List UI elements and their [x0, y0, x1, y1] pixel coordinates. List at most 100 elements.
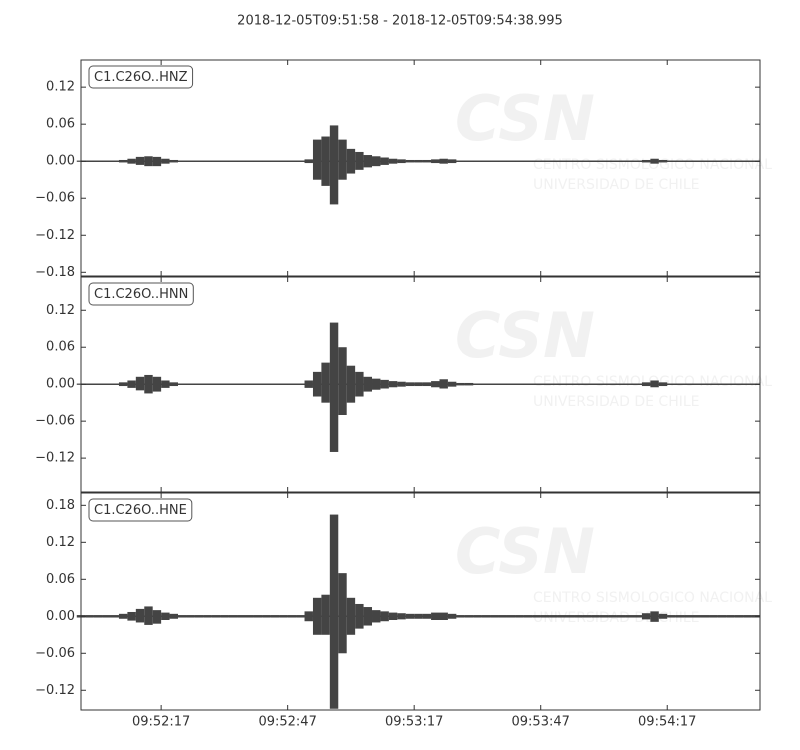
- waveform-sample: [650, 380, 659, 388]
- waveform-sample: [203, 160, 212, 162]
- waveform-sample: [540, 615, 550, 618]
- waveform-sample: [422, 382, 432, 387]
- waveform-sample: [566, 383, 575, 385]
- waveform-sample: [220, 160, 229, 162]
- waveform-sample: [169, 382, 179, 387]
- waveform-sample: [700, 383, 710, 385]
- waveform-sample: [127, 380, 136, 388]
- waveform-sample: [270, 160, 280, 162]
- waveform-sample: [456, 382, 465, 386]
- waveform-sample: [431, 612, 440, 620]
- waveform-sample: [127, 158, 136, 164]
- axes-frame: [80, 59, 761, 277]
- waveform-sample: [439, 379, 448, 389]
- waveform-sample: [743, 615, 752, 618]
- waveform-sample: [456, 615, 465, 618]
- waveform-sample: [304, 159, 313, 164]
- axes-frame: [80, 492, 761, 711]
- waveform-sample: [363, 376, 373, 392]
- waveform-sample: [506, 615, 516, 618]
- waveform-sample: [186, 615, 195, 618]
- waveform-sample: [228, 615, 238, 618]
- waveform-sample: [253, 160, 263, 162]
- x-tick-label: 09:52:17: [132, 715, 190, 730]
- y-tick-label: 0.00: [46, 377, 75, 392]
- waveform-sample: [692, 160, 701, 162]
- waveform-sample: [388, 158, 398, 164]
- waveform-sample: [692, 615, 701, 618]
- waveform-sample: [363, 155, 373, 168]
- panel: CSN CENTRO SISMOLOGICO NACIONAL UNIVERSIDA…: [35, 492, 772, 730]
- waveform-sample: [355, 371, 364, 397]
- waveform-sample: [734, 383, 744, 385]
- waveform-sample: [650, 611, 659, 622]
- waveform-sample: [161, 380, 170, 388]
- waveform-sample: [178, 160, 187, 162]
- waveform-sample: [599, 383, 609, 385]
- waveform-sample: [211, 160, 221, 162]
- waveform-sample: [743, 160, 752, 162]
- waveform-sample: [608, 615, 617, 618]
- waveform-sample: [178, 383, 187, 385]
- y-tick-label: −0.06: [35, 191, 75, 206]
- channel-label-box: [88, 498, 193, 522]
- waveform-sample: [726, 160, 735, 162]
- waveform-sample: [574, 615, 583, 618]
- waveform-sample: [684, 383, 693, 385]
- y-tick-label: 0.06: [46, 572, 75, 587]
- waveform-sample: [110, 383, 119, 385]
- waveform-sample: [709, 615, 718, 618]
- waveform-sample: [262, 383, 271, 385]
- waveform-sample: [523, 383, 533, 385]
- y-tick-label: 0.00: [46, 154, 75, 169]
- waveform-sample: [211, 615, 221, 618]
- waveform-sample: [279, 383, 288, 385]
- waveform-sample: [220, 383, 229, 385]
- waveform-sample: [355, 151, 364, 170]
- waveform-sample: [312, 597, 322, 635]
- waveform-sample: [490, 383, 499, 385]
- waveform-sample: [549, 383, 558, 385]
- waveform-sample: [658, 382, 668, 387]
- y-tick-label: 0.18: [46, 498, 75, 513]
- waveform-sample: [338, 347, 347, 415]
- waveform-sample: [118, 613, 128, 619]
- waveform-sample: [574, 160, 583, 162]
- waveform-sample: [684, 615, 693, 618]
- watermark-text: UNIVERSIDAD DE CHILE: [533, 394, 700, 410]
- waveform-sample: [625, 383, 634, 385]
- waveform-sample: [135, 608, 145, 623]
- watermark-logo: CSN: [455, 299, 595, 372]
- y-tick-label: −0.06: [35, 414, 75, 429]
- waveform-sample: [194, 160, 204, 162]
- waveform-sample: [616, 615, 626, 618]
- waveform-sample: [709, 383, 718, 385]
- channel-label-box: [88, 282, 194, 306]
- waveform-sample: [321, 136, 330, 186]
- waveform-sample: [549, 615, 558, 618]
- waveform-sample: [245, 160, 254, 162]
- waveform-sample: [110, 160, 119, 162]
- y-tick-label: −0.12: [35, 683, 75, 698]
- waveform-sample: [625, 615, 634, 618]
- waveform-sample: [118, 159, 128, 163]
- waveform-sample: [431, 159, 440, 164]
- channel-label: C1.C26O..HNE: [94, 503, 187, 518]
- waveform-sample: [304, 611, 313, 622]
- waveform-sample: [329, 322, 339, 452]
- waveform-sample: [270, 383, 280, 385]
- waveform-sample: [85, 160, 94, 162]
- waveform-sample: [498, 615, 507, 618]
- waveform-sample: [422, 613, 432, 619]
- waveform-sample: [380, 379, 389, 389]
- waveform-sample: [85, 615, 94, 618]
- channel-label-box: [88, 65, 194, 89]
- waveform-sample: [135, 156, 145, 165]
- waveform-sample: [523, 160, 533, 162]
- waveform-sample: [397, 613, 406, 620]
- waveform-sample: [675, 160, 685, 162]
- waveform-sample: [144, 374, 153, 394]
- waveform-sample: [388, 381, 398, 388]
- waveform-sample: [540, 383, 550, 385]
- waveform-sample: [473, 383, 482, 385]
